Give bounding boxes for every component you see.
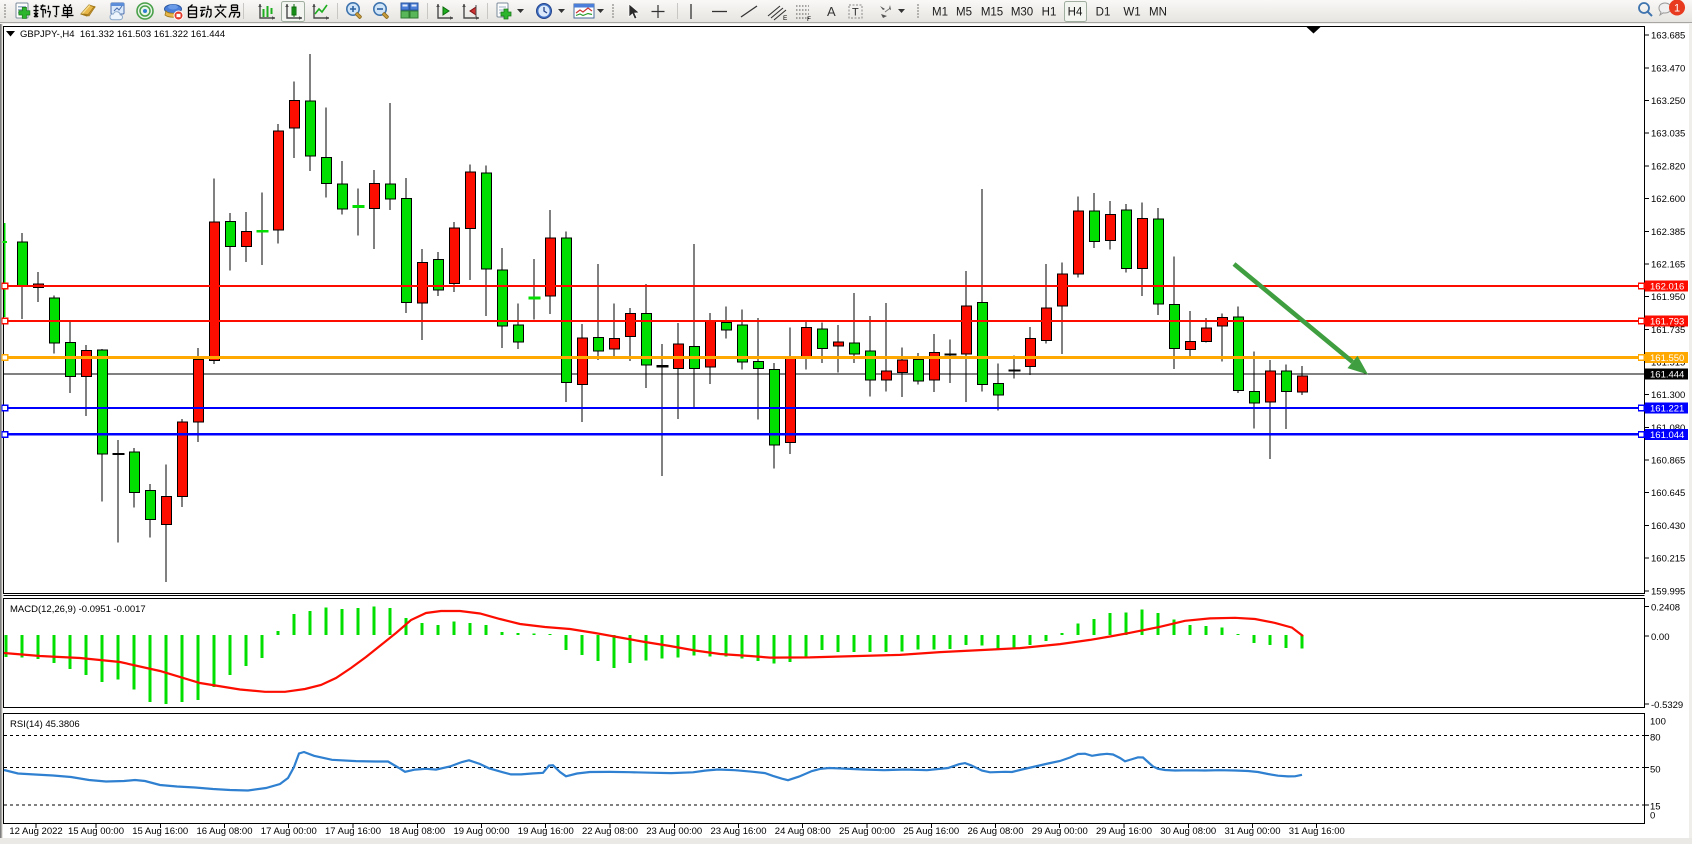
svg-text:161.300: 161.300 bbox=[1651, 390, 1685, 401]
svg-text:160.865: 160.865 bbox=[1651, 456, 1685, 467]
svg-text:0.2408: 0.2408 bbox=[1651, 603, 1680, 614]
svg-text:H1: H1 bbox=[1042, 7, 1057, 19]
svg-text:15: 15 bbox=[1650, 802, 1661, 813]
svg-text:161.221: 161.221 bbox=[1650, 404, 1684, 415]
svg-text:23 Aug 16:00: 23 Aug 16:00 bbox=[711, 826, 767, 837]
svg-text:25 Aug 00:00: 25 Aug 00:00 bbox=[839, 826, 895, 837]
svg-text:26 Aug 08:00: 26 Aug 08:00 bbox=[968, 826, 1024, 837]
svg-text:1: 1 bbox=[1674, 3, 1680, 15]
svg-text:31 Aug 16:00: 31 Aug 16:00 bbox=[1289, 826, 1345, 837]
svg-text:17 Aug 16:00: 17 Aug 16:00 bbox=[325, 826, 381, 837]
svg-text:162.016: 162.016 bbox=[1650, 282, 1684, 293]
svg-text:MACD(12,26,9) -0.0951 -0.0017: MACD(12,26,9) -0.0951 -0.0017 bbox=[10, 604, 146, 615]
svg-text:22 Aug 08:00: 22 Aug 08:00 bbox=[582, 826, 638, 837]
svg-text:50: 50 bbox=[1650, 764, 1661, 775]
svg-text:M30: M30 bbox=[1011, 7, 1033, 19]
svg-text:RSI(14) 45.3806: RSI(14) 45.3806 bbox=[10, 719, 80, 730]
svg-text:15 Aug 00:00: 15 Aug 00:00 bbox=[68, 826, 124, 837]
svg-text:100: 100 bbox=[1650, 717, 1666, 728]
svg-text:162.820: 162.820 bbox=[1651, 161, 1685, 172]
svg-text:31 Aug 00:00: 31 Aug 00:00 bbox=[1225, 826, 1281, 837]
svg-text:M5: M5 bbox=[956, 7, 972, 19]
svg-text:0.00: 0.00 bbox=[1651, 632, 1670, 643]
svg-text:162.165: 162.165 bbox=[1651, 260, 1685, 271]
svg-text:160.645: 160.645 bbox=[1651, 488, 1685, 499]
svg-text:162.385: 162.385 bbox=[1651, 227, 1685, 238]
svg-text:T: T bbox=[852, 7, 859, 19]
svg-text:GBPJPY-,H4 161.332 161.503 16: GBPJPY-,H4 161.332 161.503 161.322 161.4… bbox=[20, 29, 225, 40]
svg-text:160.430: 160.430 bbox=[1651, 521, 1685, 532]
svg-text:162.600: 162.600 bbox=[1651, 194, 1685, 205]
svg-text:163.035: 163.035 bbox=[1651, 129, 1685, 140]
svg-text:W1: W1 bbox=[1123, 7, 1140, 19]
svg-text:18 Aug 08:00: 18 Aug 08:00 bbox=[389, 826, 445, 837]
svg-text:161.950: 161.950 bbox=[1651, 292, 1685, 303]
svg-text:19 Aug 00:00: 19 Aug 00:00 bbox=[454, 826, 510, 837]
svg-text:A: A bbox=[827, 4, 836, 19]
svg-text:M1: M1 bbox=[932, 7, 948, 19]
svg-text:H4: H4 bbox=[1068, 7, 1083, 19]
svg-text:24 Aug 08:00: 24 Aug 08:00 bbox=[775, 826, 831, 837]
svg-text:25 Aug 16:00: 25 Aug 16:00 bbox=[903, 826, 959, 837]
svg-text:17 Aug 00:00: 17 Aug 00:00 bbox=[261, 826, 317, 837]
svg-text:16 Aug 08:00: 16 Aug 08:00 bbox=[197, 826, 253, 837]
svg-text:0: 0 bbox=[1650, 810, 1655, 821]
svg-text:161.044: 161.044 bbox=[1650, 430, 1684, 441]
svg-text:12 Aug 2022: 12 Aug 2022 bbox=[9, 826, 62, 837]
svg-text:161.550: 161.550 bbox=[1650, 353, 1684, 364]
svg-text:161.444: 161.444 bbox=[1650, 370, 1684, 381]
svg-text:160.215: 160.215 bbox=[1651, 554, 1685, 565]
svg-text:29 Aug 00:00: 29 Aug 00:00 bbox=[1032, 826, 1088, 837]
svg-text:M15: M15 bbox=[981, 7, 1003, 19]
svg-text:MN: MN bbox=[1149, 7, 1167, 19]
svg-text:161.735: 161.735 bbox=[1651, 325, 1685, 336]
svg-text:163.470: 163.470 bbox=[1651, 63, 1685, 74]
svg-text:15 Aug 16:00: 15 Aug 16:00 bbox=[132, 826, 188, 837]
svg-text:F: F bbox=[807, 16, 811, 23]
svg-text:159.995: 159.995 bbox=[1651, 586, 1685, 597]
svg-text:29 Aug 16:00: 29 Aug 16:00 bbox=[1096, 826, 1152, 837]
svg-text:23 Aug 00:00: 23 Aug 00:00 bbox=[646, 826, 702, 837]
svg-text:161.793: 161.793 bbox=[1650, 317, 1684, 328]
svg-text:161.080: 161.080 bbox=[1651, 423, 1685, 434]
svg-text:30 Aug 08:00: 30 Aug 08:00 bbox=[1160, 826, 1216, 837]
svg-text:-0.5329: -0.5329 bbox=[1651, 700, 1683, 711]
svg-text:E: E bbox=[783, 15, 788, 22]
svg-text:80: 80 bbox=[1650, 733, 1661, 744]
svg-text:D1: D1 bbox=[1096, 7, 1111, 19]
svg-text:163.250: 163.250 bbox=[1651, 96, 1685, 107]
svg-text:163.685: 163.685 bbox=[1651, 31, 1685, 42]
svg-text:19 Aug 16:00: 19 Aug 16:00 bbox=[518, 826, 574, 837]
